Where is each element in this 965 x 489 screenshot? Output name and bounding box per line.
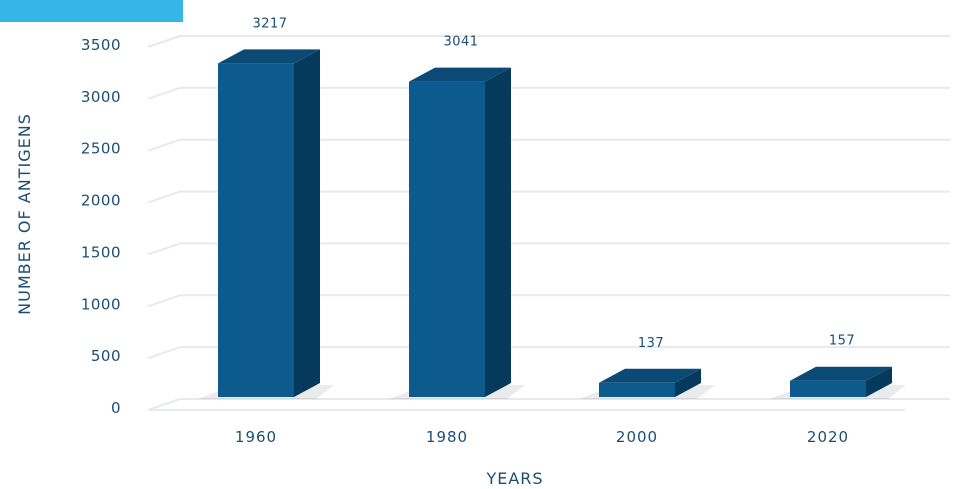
corner-accent-block <box>0 0 183 22</box>
bars <box>198 49 906 399</box>
bar-2000 <box>579 368 715 399</box>
y-tick-label: 0 <box>111 399 121 417</box>
data-label: 3041 <box>443 35 478 50</box>
x-tick-label: 2020 <box>807 428 849 446</box>
gridline-diagonal <box>147 190 181 204</box>
y-tick-label: 1000 <box>81 295 121 313</box>
bar-front <box>409 81 485 397</box>
bar-1960 <box>198 49 334 399</box>
bar-front <box>218 63 294 398</box>
bar-side <box>294 49 320 398</box>
bar-side <box>675 368 701 397</box>
bar-2020 <box>770 366 906 399</box>
bar-side <box>485 67 511 397</box>
y-tick-label: 500 <box>91 347 121 365</box>
y-tick-label: 3500 <box>81 36 121 54</box>
y-axis-ticks: 0 500 1000 1500 2000 2500 3000 3500 <box>81 36 121 417</box>
gridline-diagonal <box>147 294 181 308</box>
gridline-diagonal <box>147 398 181 411</box>
y-tick-label: 2000 <box>81 192 121 210</box>
gridline-diagonal <box>147 35 181 48</box>
x-axis-categories: 1960 1980 2000 2020 <box>235 428 849 446</box>
y-tick-label: 3000 <box>81 88 121 106</box>
data-label: 157 <box>829 334 855 349</box>
x-tick-label: 1980 <box>426 428 468 446</box>
bar-side <box>866 366 892 397</box>
x-axis-title: YEARS <box>485 469 543 488</box>
bar-1980 <box>389 67 525 399</box>
gridline-diagonal <box>147 346 181 360</box>
x-tick-label: 2000 <box>616 428 658 446</box>
bar-top <box>409 67 511 82</box>
data-label: 137 <box>638 336 664 351</box>
bar-front <box>599 382 675 397</box>
gridline-diagonal <box>147 138 181 152</box>
y-tick-label: 2500 <box>81 140 121 158</box>
bar-top <box>218 49 320 64</box>
data-label: 3217 <box>252 16 287 31</box>
bar-front <box>790 380 866 397</box>
x-tick-label: 1960 <box>235 428 277 446</box>
y-axis-title: NUMBER OF ANTIGENS <box>15 113 34 315</box>
y-tick-label: 1500 <box>81 243 121 261</box>
data-labels: 3217 3041 137 157 <box>252 16 855 351</box>
bar-top <box>599 368 701 383</box>
gridline-diagonal <box>147 86 181 100</box>
bar-top <box>790 366 892 381</box>
gridline-diagonal <box>147 242 181 256</box>
